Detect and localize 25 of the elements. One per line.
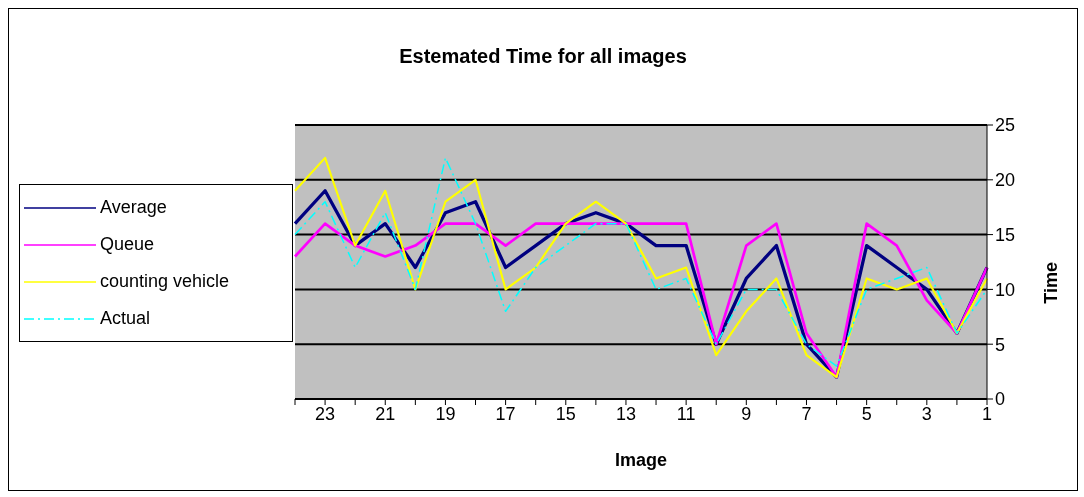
legend-label: counting vehicle xyxy=(100,271,230,292)
legend-label: Queue xyxy=(100,234,155,255)
y-tick-label: 15 xyxy=(995,224,1016,245)
y-tick-label: 25 xyxy=(995,115,1016,136)
y-tick-label: 20 xyxy=(995,170,1016,191)
x-tick-label: 7 xyxy=(801,403,812,424)
x-tick-label: 21 xyxy=(375,403,396,424)
x-tick-label: 15 xyxy=(555,403,576,424)
x-tick-label: 19 xyxy=(435,403,456,424)
y-axis-title: Time xyxy=(1041,262,1062,304)
y-tick-label: 5 xyxy=(995,334,1006,355)
x-tick-label: 11 xyxy=(676,403,696,424)
x-tick-label: 23 xyxy=(315,403,336,424)
y-tick-label: 10 xyxy=(995,279,1016,300)
x-tick-label: 3 xyxy=(921,403,932,424)
x-tick-label: 17 xyxy=(495,403,516,424)
x-tick-label: 13 xyxy=(615,403,636,424)
x-tick-label: 5 xyxy=(861,403,872,424)
x-tick-label: 1 xyxy=(981,403,993,424)
legend-label: Actual xyxy=(100,308,151,329)
legend-label: Average xyxy=(100,197,167,218)
x-axis-title: Image xyxy=(614,450,668,470)
x-tick-label: 9 xyxy=(741,403,752,424)
y-tick-label: 0 xyxy=(995,389,1006,410)
chart-title: Estemated Time for all images xyxy=(398,45,688,68)
